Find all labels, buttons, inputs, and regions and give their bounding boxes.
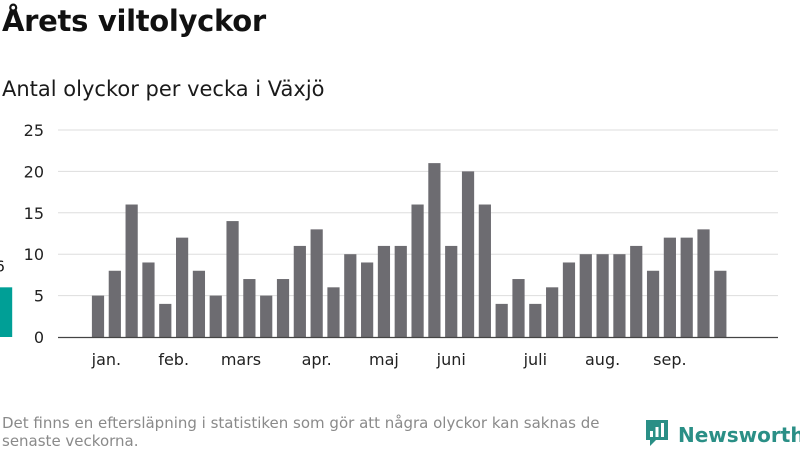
y-tick-label: 0 [34,328,44,347]
last-value-label: 6 [0,257,5,275]
bar-chart: 0 5 10 15 20 25 jan. feb. mars apr. maj juni juli au… [0,121,778,369]
y-tick-label: 25 [24,121,44,140]
x-tick-label: juli [523,350,547,369]
x-axis-ticks: jan. feb. mars apr. maj juni juli aug. sep. [91,350,687,369]
bar[interactable] [361,262,374,337]
bar[interactable] [579,254,592,337]
y-tick-label: 10 [24,245,44,264]
bar[interactable] [529,303,542,337]
bar[interactable] [125,204,138,337]
bar[interactable] [478,204,491,337]
bar[interactable] [512,279,525,337]
page-title: Årets viltolyckor [2,4,266,38]
bar[interactable] [344,254,357,337]
bar[interactable] [714,270,727,337]
chart-subtitle: Antal olyckor per vecka i Växjö [2,77,325,101]
bar[interactable] [159,303,172,337]
bar[interactable] [327,287,340,337]
bar[interactable] [377,245,391,337]
x-tick-label: juni [436,350,466,369]
bar[interactable] [108,270,121,337]
bar[interactable] [562,262,576,337]
bar[interactable] [445,245,458,337]
x-tick-label: aug. [585,350,620,369]
y-tick-label: 5 [34,287,44,306]
bar[interactable] [209,295,222,337]
footnote: Det finns en eftersläpning i statistiken… [2,414,600,450]
bar[interactable] [243,279,256,337]
bar[interactable] [680,237,693,337]
y-axis-ticks: 0 5 10 15 20 25 [24,121,44,347]
y-tick-label: 20 [24,162,44,181]
bar[interactable] [260,295,273,337]
x-tick-label: mars [221,350,261,369]
x-tick-label: apr. [302,350,332,369]
data-labels: 6 [0,257,5,275]
bar[interactable] [293,245,306,337]
newsworthy-logo-icon [644,418,670,452]
bar[interactable] [428,163,441,337]
bar[interactable] [192,270,206,337]
x-tick-label: maj [369,350,399,369]
bar[interactable] [596,254,609,337]
bar[interactable] [226,221,239,337]
x-tick-label: feb. [158,350,189,369]
bar[interactable] [495,303,508,337]
bar[interactable] [91,295,105,337]
bar[interactable] [176,237,189,337]
bar[interactable] [276,279,290,337]
x-tick-label: jan. [91,350,121,369]
bar[interactable] [630,245,643,337]
bars [0,163,727,337]
bar[interactable] [142,262,155,337]
x-tick-label: sep. [653,350,686,369]
bar-current-week[interactable] [0,287,13,337]
bar[interactable] [394,245,407,337]
bar[interactable] [697,229,710,337]
bar[interactable] [546,287,559,337]
bar[interactable] [613,254,626,337]
bar[interactable] [646,270,660,337]
bar[interactable] [663,237,676,337]
bar[interactable] [461,171,475,337]
brand-logo[interactable]: Newsworthy [644,419,800,451]
brand-name: Newsworthy [678,423,800,447]
bar[interactable] [310,229,323,337]
bar[interactable] [411,204,424,337]
y-tick-label: 15 [24,204,44,223]
